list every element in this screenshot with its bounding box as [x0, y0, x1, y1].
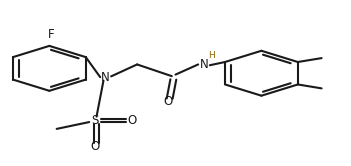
Text: F: F	[48, 28, 54, 41]
Text: S: S	[91, 114, 99, 127]
Text: O: O	[127, 114, 136, 127]
Text: N: N	[200, 58, 209, 71]
Text: O: O	[164, 95, 173, 108]
Text: H: H	[208, 51, 214, 60]
Text: N: N	[101, 71, 110, 84]
Text: O: O	[91, 140, 100, 153]
